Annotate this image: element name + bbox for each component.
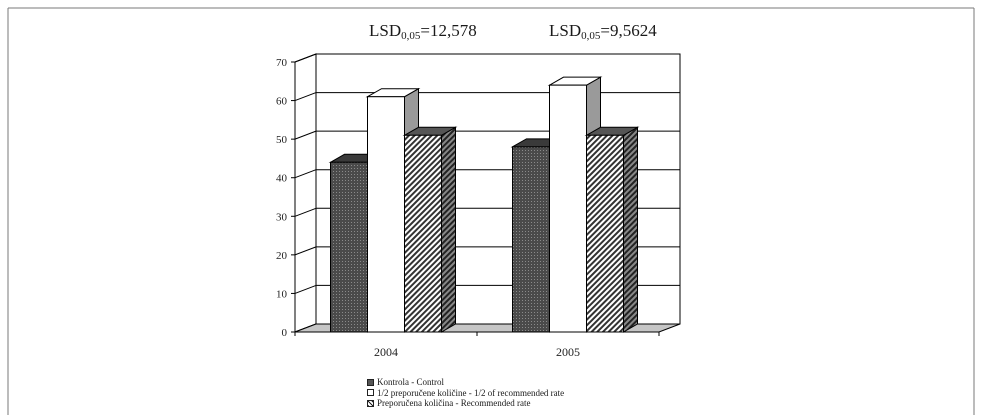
gridline-depth-50 <box>294 130 317 140</box>
y-tick-label-70: 70 <box>276 57 288 69</box>
y-tick-label-0: 0 <box>282 327 288 339</box>
gridline-depth-30 <box>294 207 317 217</box>
bar-2005-2-side <box>623 126 638 333</box>
y-tick-label-50: 50 <box>276 134 288 146</box>
legend-item-recommended: Preporučena količina - Recommended rate <box>367 398 564 409</box>
lsd-subscript: 0,05 <box>401 30 421 42</box>
legend-swatch-control <box>367 378 374 386</box>
y-tick-label-20: 20 <box>276 250 288 262</box>
bars <box>328 76 640 333</box>
bar-2005-1-front <box>549 84 587 333</box>
bar-2005-0-front <box>512 146 550 333</box>
legend-label-control: Kontrola - Control <box>377 377 444 387</box>
gridline-depth-40 <box>294 169 317 179</box>
y-tick-label-60: 60 <box>276 96 288 108</box>
lsd-value: =9,5624 <box>600 21 657 40</box>
lsd-annotation-2004: LSD0,05=12,578 <box>369 21 477 42</box>
x-tick-label-2005: 2005 <box>556 345 580 359</box>
bar-2005-2-front <box>586 134 624 333</box>
gridline-depth-60 <box>294 92 317 102</box>
bar-2004-1-front <box>367 96 405 333</box>
y-tick-label-40: 40 <box>276 173 288 185</box>
tick-labels: 0 10 20 30 40 50 60 70 2004 2005 <box>276 57 580 359</box>
x-tick-label-2004: 2004 <box>374 345 398 359</box>
legend-item-control: Kontrola - Control <box>367 377 564 388</box>
legend-item-half-rate: 1/2 preporučene količine - 1/2 of recomm… <box>367 388 564 399</box>
gridline-depth-10 <box>294 284 317 294</box>
lsd-base: LSD <box>369 21 402 40</box>
gridline-depth-70 <box>294 53 317 63</box>
gridline-depth-20 <box>294 246 317 256</box>
legend-label-half-rate: 1/2 preporučene količine - 1/2 of recomm… <box>377 387 565 398</box>
y-tick-label-10: 10 <box>276 288 288 300</box>
bar-2004-2-side <box>441 126 456 333</box>
y-tick-label-30: 30 <box>276 211 288 223</box>
legend-swatch-recommended <box>367 399 374 407</box>
bar-2004-0-front <box>330 161 368 333</box>
lsd-base: LSD <box>549 21 582 40</box>
legend-swatch-half-rate <box>367 389 374 397</box>
bar-2004-2-front <box>404 134 442 333</box>
plot-side-wall <box>294 53 317 333</box>
legend: Kontrola - Control 1/2 preporučene količ… <box>367 377 564 409</box>
legend-label-recommended: Preporučena količina - Recommended rate <box>377 398 531 408</box>
lsd-annotation-2005: LSD0,05=9,5624 <box>549 21 657 42</box>
lsd-subscript: 0,05 <box>581 30 601 42</box>
lsd-value: =12,578 <box>420 21 477 40</box>
